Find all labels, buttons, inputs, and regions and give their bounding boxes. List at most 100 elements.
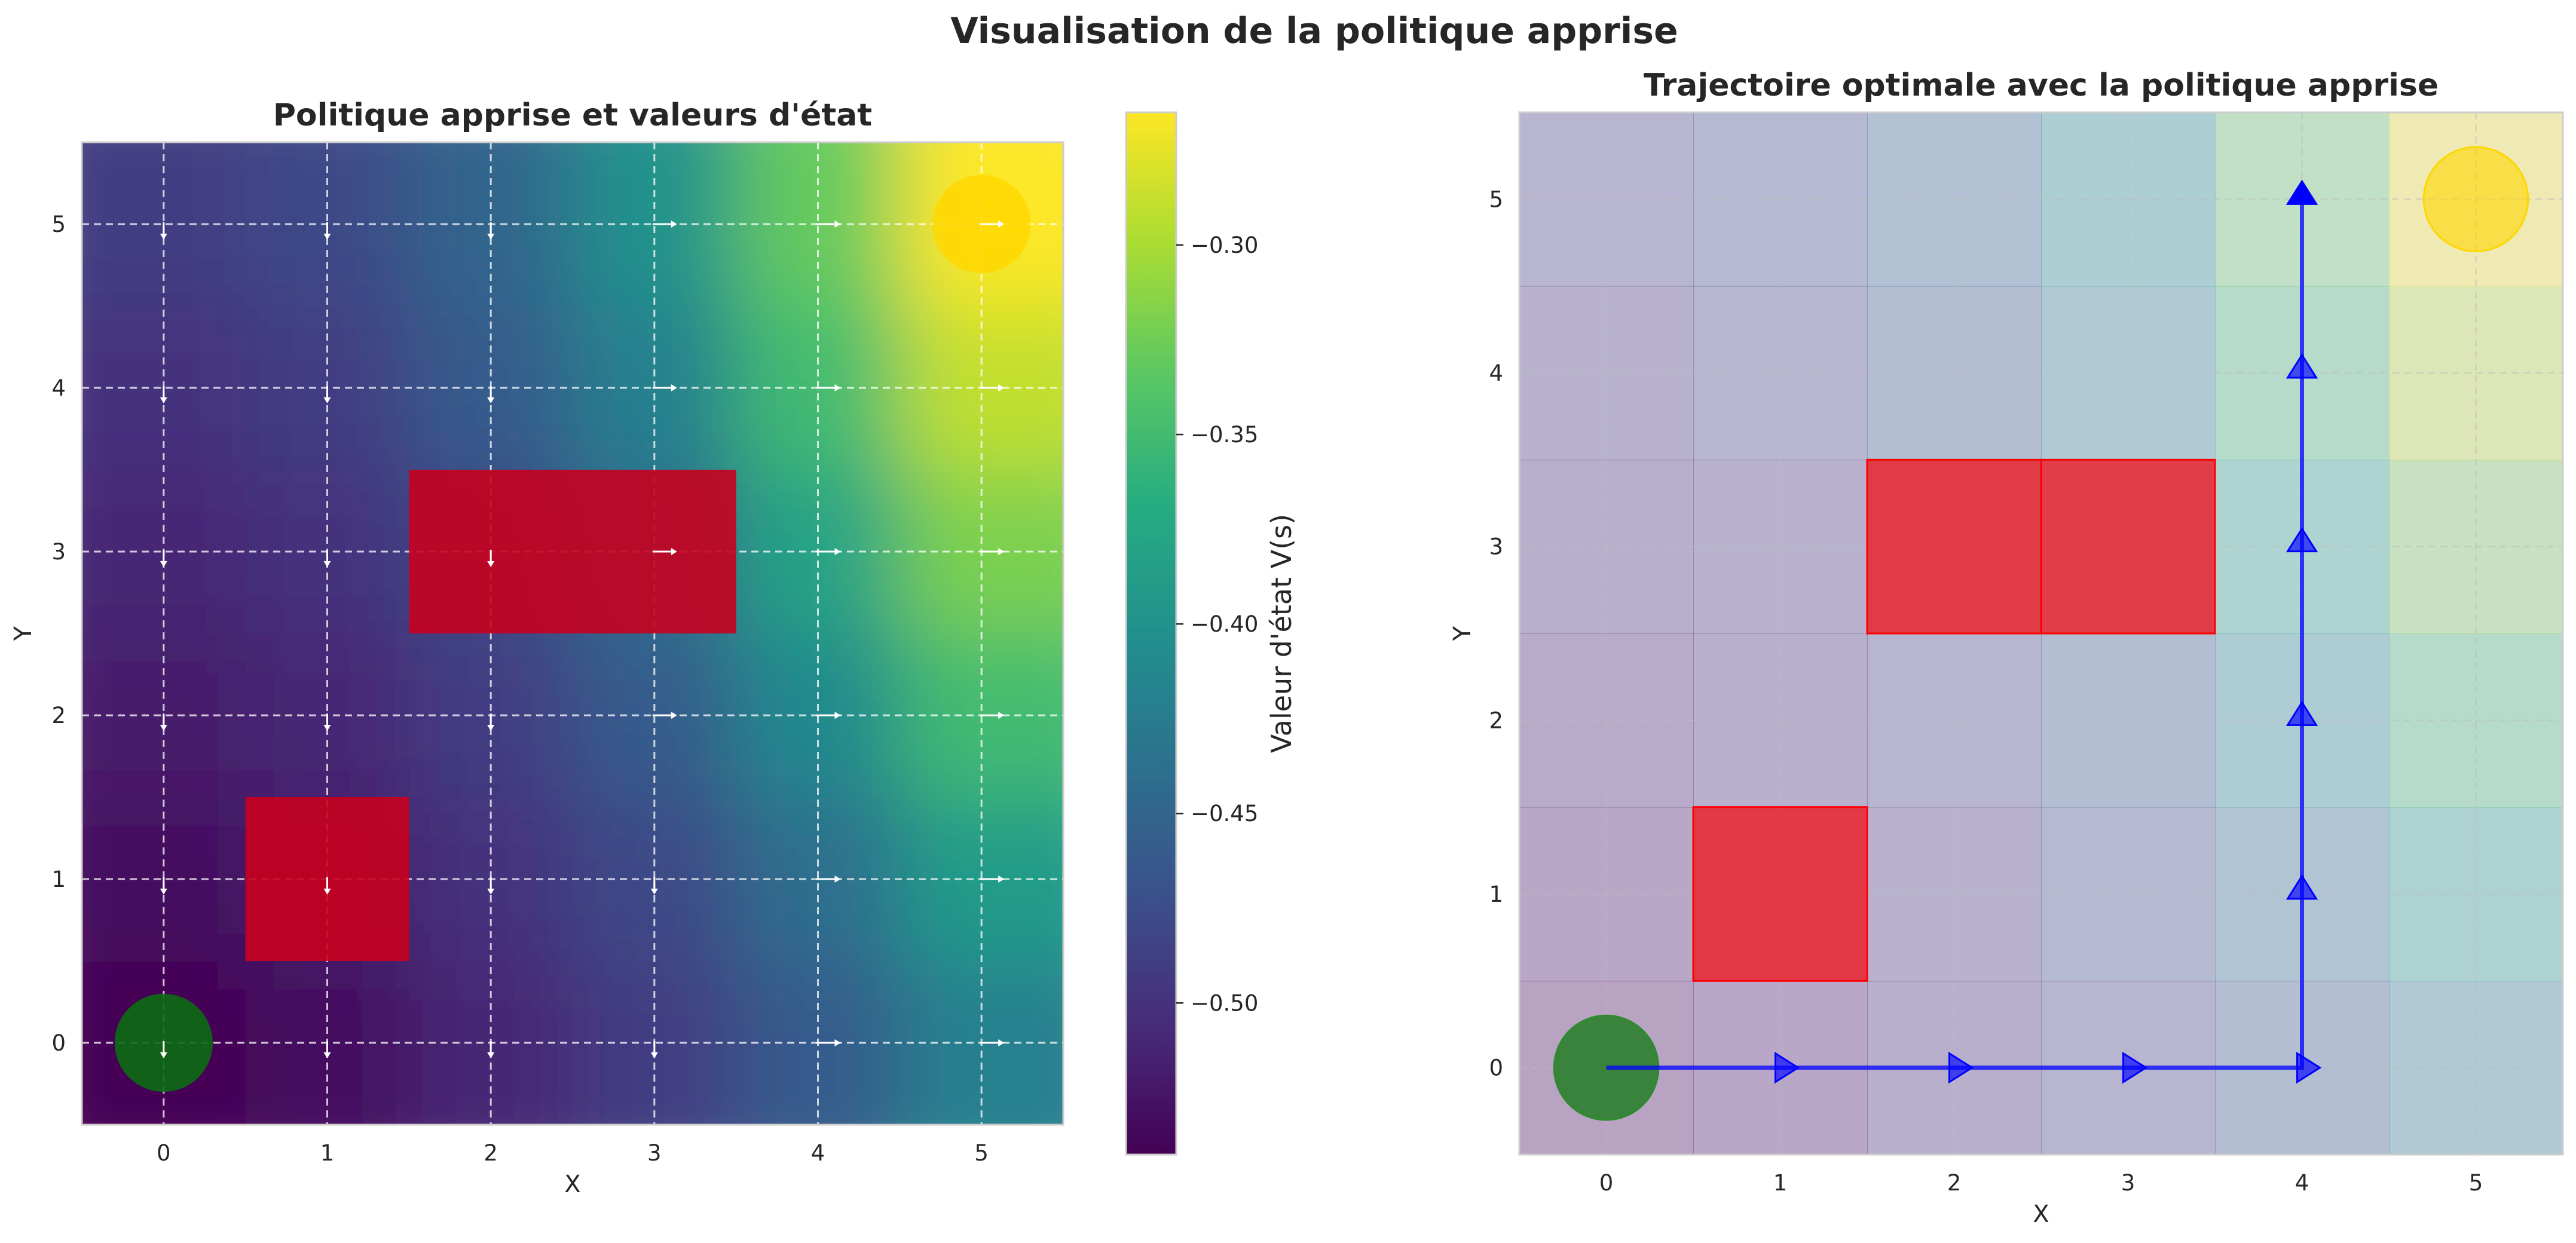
- y-tick-label: 3: [1489, 534, 1503, 560]
- colorbar-gradient: [1126, 112, 1176, 1155]
- trajectory-arrow: [2286, 179, 2318, 205]
- left-y-ticks: 0 1 2 3 4 5: [51, 212, 66, 1056]
- right-plot-border: [1518, 111, 2564, 1156]
- y-tick-label: 4: [1489, 360, 1503, 386]
- policy-arrow: [816, 712, 841, 719]
- policy-arrow: [652, 712, 677, 719]
- trajectory-arrow: [2286, 526, 2318, 553]
- left-x-axis-label: X: [564, 1171, 580, 1198]
- x-tick-label: 0: [157, 1140, 171, 1166]
- policy-arrow: [980, 712, 1005, 719]
- heatmap-cell: [82, 633, 246, 798]
- policy-arrow: [323, 222, 331, 240]
- goal-marker: [2422, 146, 2529, 253]
- policy-arrow: [160, 222, 167, 240]
- colorbar-ticks: −0.30 −0.35 −0.40 −0.45 −0.50: [1176, 232, 1258, 1016]
- y-tick-label: 2: [1489, 708, 1503, 733]
- trajectory-arrow: [2286, 353, 2318, 379]
- figure-suptitle: Visualisation de la politique apprise: [950, 10, 1678, 52]
- colorbar: −0.30 −0.35 −0.40 −0.45 −0.50 Valeur d'état …: [1125, 111, 1298, 1156]
- heatmap-cell: [82, 797, 246, 962]
- trajectory-arrow: [2122, 1051, 2148, 1084]
- heatmap-cell: [900, 961, 1063, 1125]
- x-tick-label: 3: [647, 1140, 662, 1166]
- trajectory-arrow: [1775, 1051, 1800, 1084]
- right-y-axis-label: Y: [1449, 626, 1476, 641]
- policy-arrow: [816, 1039, 841, 1046]
- left-panel: Politique apprise et valeurs d'état 0 1 2 3…: [10, 97, 1064, 1198]
- y-tick-label: 2: [51, 703, 66, 728]
- left-plot-border: [81, 141, 1064, 1126]
- y-tick-label: 1: [51, 867, 66, 892]
- right-objects: [1553, 146, 2529, 1121]
- heatmap-cell: [82, 470, 246, 634]
- colorbar-tick-label: −0.30: [1191, 232, 1258, 258]
- colorbar-tick-label: −0.35: [1191, 422, 1258, 448]
- right-panel: Trajectoire optimale avec la politique a…: [1449, 68, 2564, 1228]
- heatmap-cell: [82, 961, 246, 1125]
- y-tick-label: 3: [51, 539, 66, 565]
- optimal-trajectory: [1606, 179, 2322, 1084]
- policy-arrow: [160, 550, 167, 567]
- policy-arrow: [816, 875, 841, 883]
- x-tick-label: 5: [2469, 1170, 2483, 1196]
- policy-arrow: [323, 714, 331, 731]
- heatmap-cell: [82, 142, 246, 307]
- value-overlay-cell: [1693, 633, 1868, 808]
- x-tick-label: 0: [1599, 1170, 1614, 1196]
- obstacle-cell: [2040, 458, 2216, 635]
- policy-arrow: [487, 714, 495, 731]
- obstacle-cell: [1866, 458, 2042, 635]
- policy-arrow: [160, 877, 167, 895]
- heatmap-cell: [900, 142, 1063, 307]
- heatmap-cell: [82, 306, 246, 470]
- policy-arrow: [487, 1041, 495, 1058]
- policy-arrow: [980, 548, 1005, 555]
- policy-arrow: [487, 222, 495, 240]
- colorbar-border: [1125, 111, 1177, 1156]
- policy-arrow: [323, 550, 331, 567]
- policy-arrow: [650, 877, 658, 895]
- policy-arrow: [980, 384, 1005, 391]
- policy-arrow: [816, 221, 841, 228]
- policy-arrow: [323, 386, 331, 403]
- x-tick-label: 3: [2121, 1170, 2136, 1196]
- policy-arrow: [487, 550, 495, 567]
- policy-arrow: [323, 1041, 331, 1058]
- policy-arrow: [980, 1039, 1005, 1046]
- left-panel-title: Politique apprise et valeurs d'état: [273, 97, 872, 133]
- colorbar-label: Valeur d'état V(s): [1265, 514, 1298, 753]
- policy-arrow: [487, 386, 495, 403]
- x-tick-label: 1: [1773, 1170, 1788, 1196]
- policy-arrow: [980, 221, 1005, 228]
- policy-arrow: [816, 548, 841, 555]
- policy-arrow: [487, 877, 495, 895]
- obstacle-cell: [1692, 806, 1868, 982]
- policy-arrow: [160, 1041, 167, 1058]
- policy-arrow: [816, 384, 841, 391]
- policy-arrow: [980, 875, 1005, 883]
- x-tick-label: 1: [320, 1140, 335, 1166]
- trajectory-arrow: [2286, 700, 2318, 726]
- right-y-ticks: 0 1 2 3 4 5: [1489, 186, 1503, 1080]
- y-tick-label: 0: [1489, 1055, 1503, 1081]
- y-tick-label: 5: [51, 212, 66, 237]
- colorbar-tick-label: −0.40: [1191, 611, 1258, 637]
- policy-arrow: [323, 877, 331, 895]
- policy-arrow: [652, 384, 677, 391]
- x-tick-label: 4: [811, 1140, 825, 1166]
- value-overlay-cell: [1693, 286, 1868, 461]
- right-panel-title: Trajectoire optimale avec la politique a…: [1644, 68, 2439, 103]
- x-tick-label: 2: [484, 1140, 498, 1166]
- policy-arrows: [160, 221, 1005, 1058]
- colorbar-tick-label: −0.50: [1191, 990, 1258, 1016]
- x-tick-label: 4: [2295, 1170, 2309, 1196]
- x-tick-label: 5: [974, 1140, 989, 1166]
- colorbar-tick-label: −0.45: [1191, 801, 1258, 826]
- policy-arrow: [650, 1041, 658, 1058]
- right-x-ticks: 0 1 2 3 4 5: [1599, 1170, 2483, 1196]
- right-x-axis-label: X: [2033, 1201, 2049, 1228]
- trajectory-arrow: [2296, 1051, 2322, 1084]
- x-tick-label: 2: [1947, 1170, 1962, 1196]
